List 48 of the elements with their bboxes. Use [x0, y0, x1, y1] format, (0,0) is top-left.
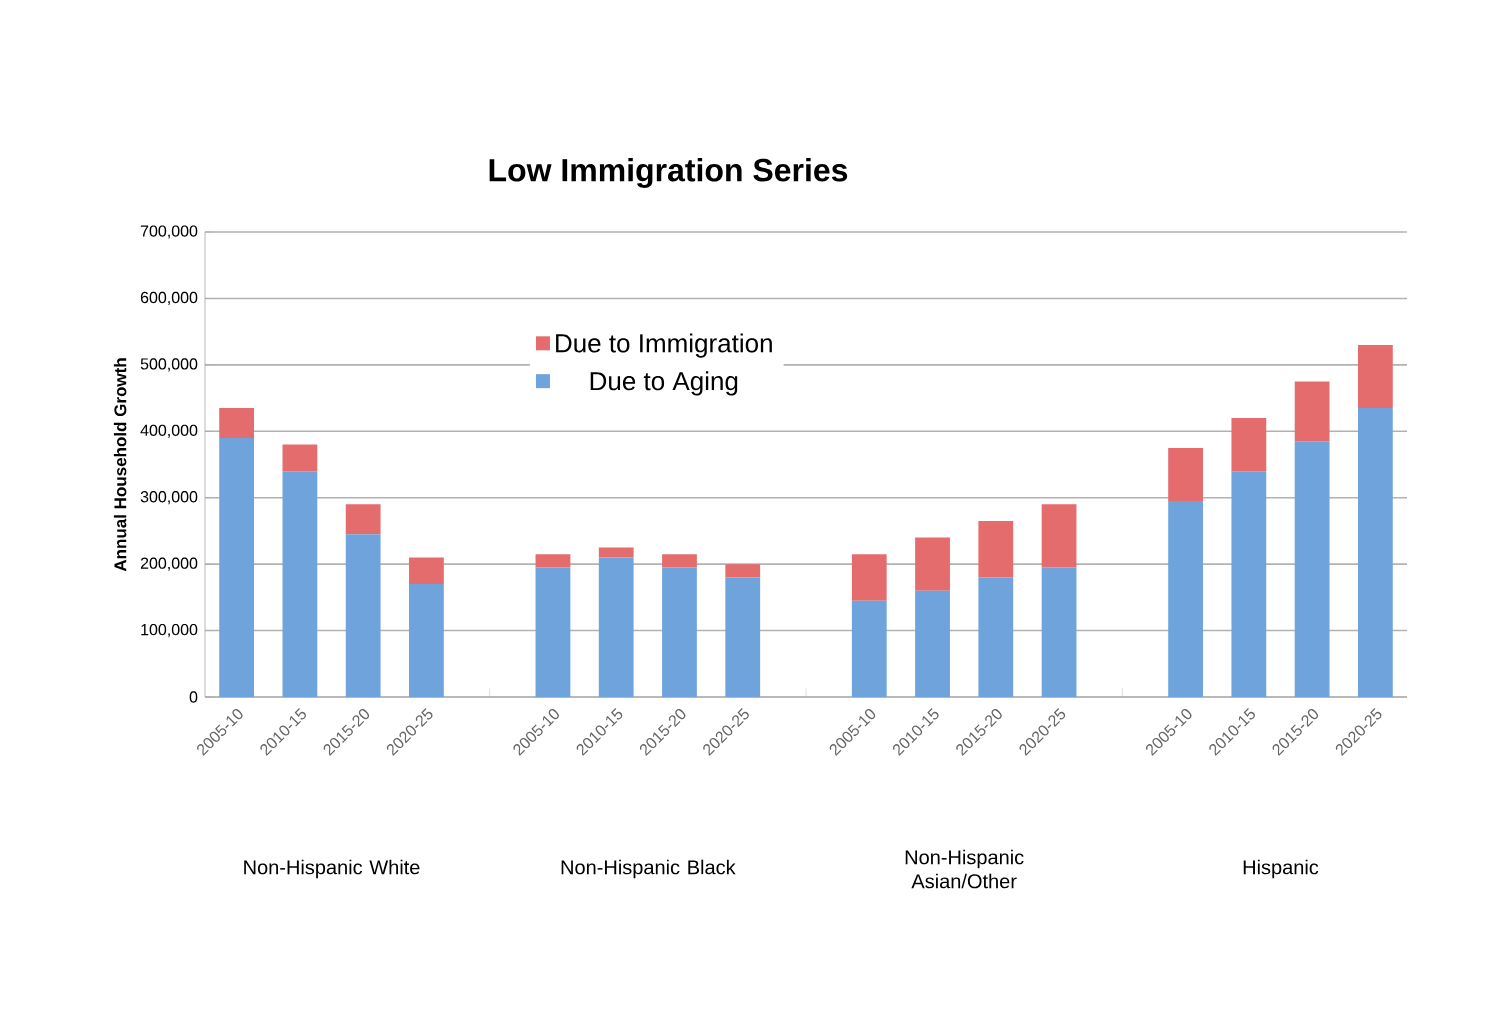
bar [535, 567, 571, 697]
bar [598, 557, 634, 697]
y-tick-label: 500,000 [140, 358, 198, 372]
legend-label: Due to Aging [590, 371, 738, 396]
text: Non-Hispanic Black [561, 859, 736, 879]
y-axis-title: Annual Household Growth [113, 358, 127, 572]
text: Hispanic [1243, 859, 1319, 879]
bar [915, 537, 950, 591]
bar [282, 444, 318, 472]
text: Non-Hispanic White [244, 859, 420, 879]
chart-title: Low Immigration Series [489, 158, 848, 188]
legend-label: Due to Immigration [556, 333, 772, 358]
bar [409, 557, 444, 585]
bar [219, 408, 255, 438]
y-tick-label: 300,000 [140, 491, 198, 505]
bar [1357, 408, 1393, 697]
y-tick-label: 400,000 [140, 424, 198, 438]
bar [662, 567, 697, 697]
y-tick-label: 100,000 [141, 623, 198, 638]
bar [1041, 567, 1077, 697]
bar [1357, 344, 1393, 409]
bar [1294, 441, 1330, 697]
text: Non-Hispanic Asian/Other [905, 849, 1024, 889]
bar [1041, 504, 1077, 568]
bar [282, 471, 318, 697]
bar [851, 600, 887, 697]
y-tick-label: 200,000 [140, 557, 198, 571]
y-tick-label: 700,000 [140, 225, 198, 239]
bar [725, 577, 761, 697]
bar [915, 590, 950, 697]
bar [598, 547, 634, 558]
bar [345, 504, 381, 535]
bar [662, 554, 697, 568]
bar [535, 554, 571, 568]
y-tick-label: 600,000 [140, 291, 198, 306]
y-tick-label: 0 [189, 691, 198, 703]
bar [409, 584, 444, 697]
bar [725, 564, 761, 578]
bar [1168, 447, 1203, 502]
bar [1231, 418, 1267, 472]
bar [851, 554, 887, 601]
bar [345, 534, 381, 697]
bar [1294, 381, 1330, 442]
bar [219, 437, 255, 697]
bar [978, 577, 1014, 697]
bar [1168, 501, 1203, 697]
bar [978, 520, 1014, 578]
bar [1231, 471, 1267, 697]
